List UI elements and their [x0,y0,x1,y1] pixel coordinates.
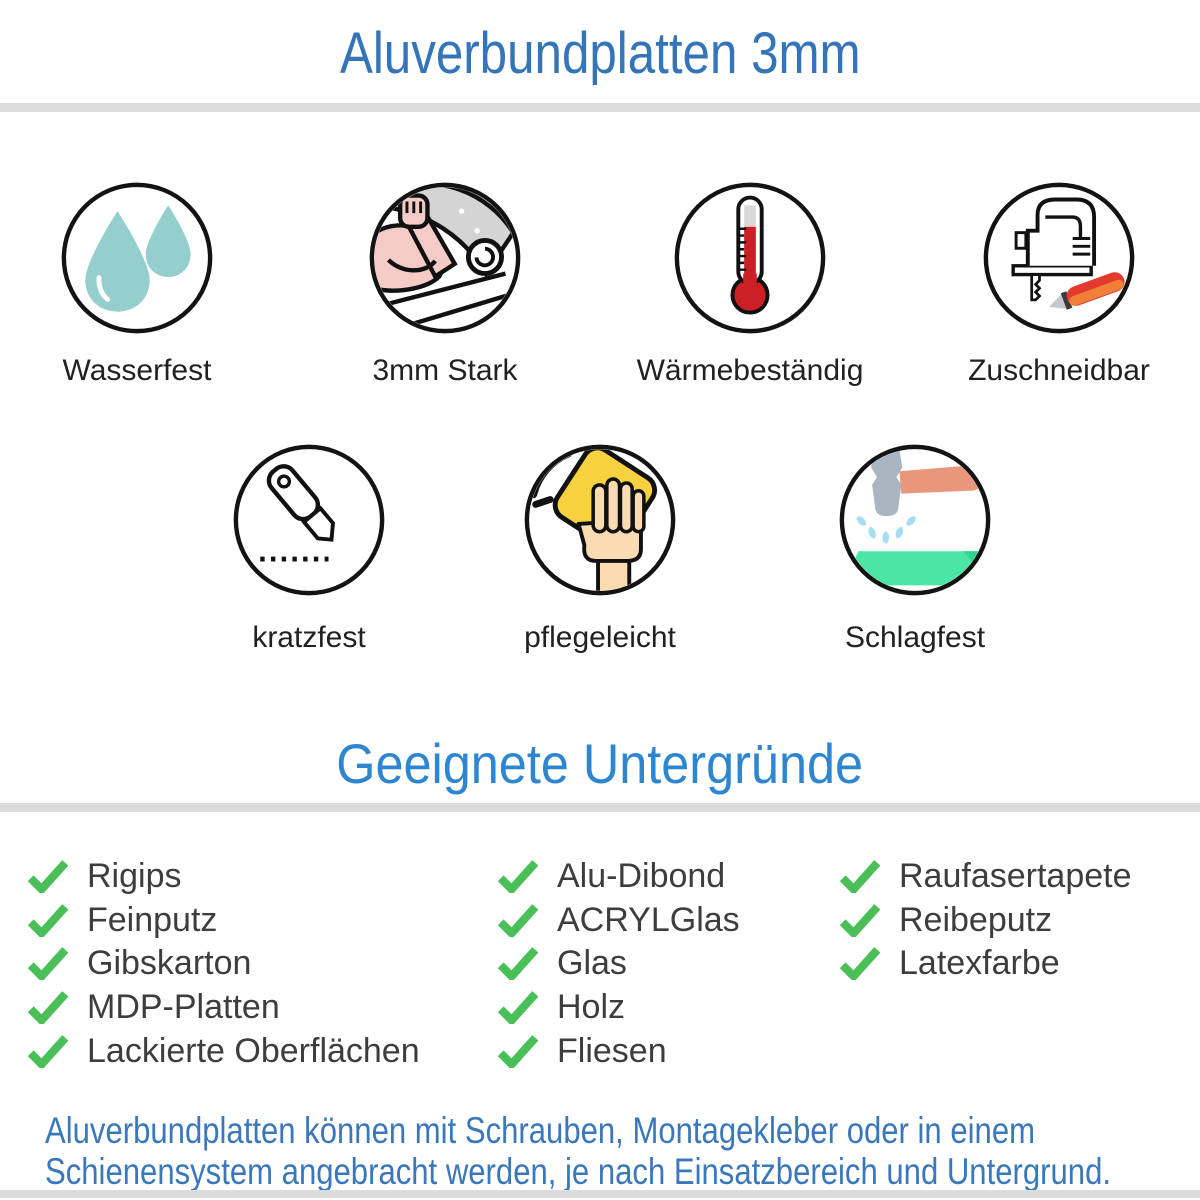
surface-item: Reibeputz [840,899,1132,943]
check-icon [498,1034,538,1068]
check-icon [28,860,68,894]
surface-item: Fliesen [498,1029,740,1073]
utility-knife-icon [233,444,385,596]
surface-item: ACRYLGlas [498,899,740,943]
feature-label: Wasserfest [62,354,212,387]
feature-waermebestaendig: Wärmebeständig [610,180,890,388]
check-icon [840,947,880,981]
surface-label: MDP-Platten [87,988,280,1027]
feature-kratzfest: kratzfest [169,442,449,655]
divider-top [0,103,1200,112]
surface-label: Rigips [87,857,182,896]
feature-label: kratzfest [252,621,366,654]
check-icon [28,904,68,937]
surface-label: Glas [557,944,627,983]
surfaces-column-3: Raufasertapete Reibeputz Latexfarbe [840,855,1132,986]
hammer-icon [839,444,991,596]
surfaces-column-2: Alu-Dibond ACRYLGlas Glas Holz Fliesen [498,855,740,1073]
surface-label: Alu-Dibond [557,857,726,896]
surface-label: ACRYLGlas [557,900,740,939]
feature-label: 3mm Stark [372,354,518,387]
divider-bottom [0,1190,1200,1198]
feature-wasserfest: Wasserfest [0,180,277,388]
surface-item: Gibskarton [28,942,420,986]
surfaces-column-1: Rigips Feinputz Gibskarton MDP-Platten L… [28,855,420,1073]
surface-label: Holz [557,988,626,1027]
hand-cloth-icon [524,444,676,596]
check-icon [840,904,880,937]
thermometer-icon [674,182,826,334]
surface-label: Gibskarton [87,944,252,983]
surface-label: Lackierte Oberflächen [87,1031,420,1070]
muscle-arm-icon [369,182,521,334]
feature-label: Wärmebeständig [636,354,864,387]
check-icon [498,904,538,937]
water-drops-icon [61,182,213,334]
feature-schlagfest: Schlagfest [775,442,1055,655]
surface-label: Reibeputz [899,900,1053,939]
mounting-note: Aluverbundplatten können mit Schrauben, … [45,1110,1200,1192]
surface-item: MDP-Platten [28,986,420,1030]
surface-item: Lackierte Oberflächen [28,1029,420,1073]
surface-item: Glas [498,942,740,986]
feature-label: pflegeleicht [524,621,676,654]
check-icon [28,1034,68,1068]
feature-pflegeleicht: pflegeleicht [460,442,740,655]
mounting-note-line2: Schienensystem angebracht werden, je nac… [45,1151,1111,1192]
check-icon [28,947,68,981]
page-title: Aluverbundplatten 3mm [339,21,861,86]
check-icon [840,860,880,894]
surface-item: Raufasertapete [840,855,1132,899]
surface-label: Latexfarbe [899,944,1060,983]
divider-middle [0,803,1200,812]
surface-label: Raufasertapete [899,857,1132,896]
surface-item: Holz [498,986,740,1030]
surface-item: Latexfarbe [840,942,1132,986]
surface-item: Alu-Dibond [498,855,740,899]
surfaces-section-title: Geeignete Untergründe [336,732,864,795]
surface-item: Rigips [28,855,420,899]
feature-3mm-stark: 3mm Stark [305,180,585,388]
feature-label: Zuschneidbar [968,354,1150,387]
surface-label: Fliesen [557,1031,667,1070]
jigsaw-icon [983,182,1135,334]
surface-item: Feinputz [28,899,420,943]
check-icon [498,947,538,981]
check-icon [28,991,68,1025]
feature-zuschneidbar: Zuschneidbar [919,180,1199,388]
check-icon [498,991,538,1025]
mounting-note-line1: Aluverbundplatten können mit Schrauben, … [45,1110,1036,1151]
check-icon [498,860,538,894]
surface-label: Feinputz [87,900,218,939]
feature-label: Schlagfest [844,621,986,654]
